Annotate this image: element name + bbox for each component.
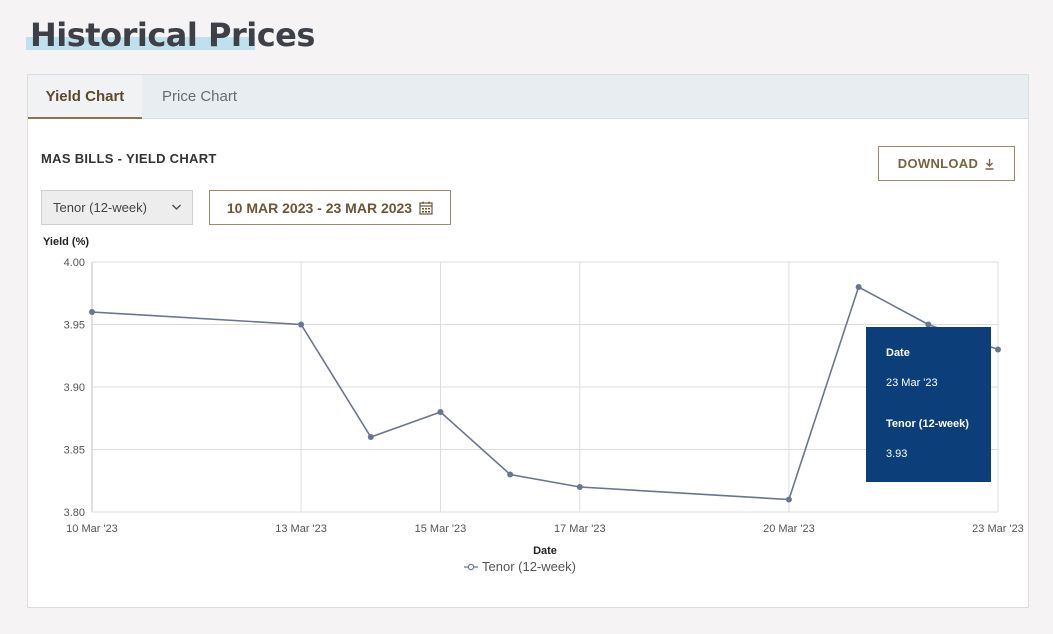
series-layer — [89, 284, 1001, 503]
chevron-down-icon — [171, 191, 182, 237]
legend-item[interactable]: Tenor (12-week) — [464, 559, 576, 574]
tab-bar: Yield Chart Price Chart — [28, 75, 1028, 119]
tenor-select[interactable]: Tenor (12-week) — [41, 190, 193, 225]
download-label: DOWNLOAD — [897, 156, 979, 171]
download-icon — [985, 158, 994, 170]
tab-yield-chart[interactable]: Yield Chart — [28, 75, 142, 119]
x-tick-label: 13 Mar '23 — [275, 523, 327, 535]
yield-chart-card: Yield Chart Price Chart MAS BILLS - YIEL… — [27, 74, 1029, 608]
tab-price-chart[interactable]: Price Chart — [162, 88, 238, 105]
data-point[interactable] — [995, 346, 1001, 353]
y-tick-label: 3.80 — [64, 507, 85, 519]
x-tick-label: 15 Mar '23 — [415, 523, 467, 535]
data-point[interactable] — [925, 321, 932, 328]
y-tick-label: 3.85 — [64, 445, 85, 457]
data-point[interactable] — [298, 321, 305, 328]
data-point[interactable] — [367, 434, 374, 440]
legend-marker-icon — [464, 563, 478, 570]
data-point[interactable] — [437, 409, 444, 415]
x-tick-label: 20 Mar '23 — [763, 523, 815, 535]
x-tick-label: 10 Mar '23 — [66, 523, 118, 535]
series-line-tenor-12-week — [91, 285, 999, 501]
data-point[interactable] — [507, 471, 514, 478]
x-axis-title: Date — [533, 545, 557, 557]
x-tick-label: 17 Mar '23 — [554, 523, 606, 535]
y-axis-title: Yield (%) — [43, 236, 89, 248]
yield-line-chart: Yield (%) Date 4.00 3.95 3.90 3.85 3.80 10 M… — [43, 236, 1024, 557]
tooltip-date-label: Date — [886, 347, 910, 359]
calendar-icon — [419, 201, 433, 215]
data-point[interactable] — [576, 484, 583, 490]
data-point[interactable] — [855, 284, 862, 290]
download-button[interactable]: DOWNLOAD — [878, 146, 1015, 181]
grid-lines — [91, 261, 999, 513]
date-range-value: 10 MAR 2023 - 23 MAR 2023 — [226, 199, 413, 216]
chart-tooltip: Date 23 Mar '23 Tenor (12-week) 3.93 — [866, 327, 991, 482]
x-axis-ticks: 10 Mar '23 13 Mar '23 15 Mar '23 17 Mar '23… — [66, 523, 1024, 535]
data-point[interactable] — [89, 309, 95, 315]
tenor-select-value: Tenor (12-week) — [53, 200, 147, 215]
date-range-picker[interactable]: 10 MAR 2023 - 23 MAR 2023 — [209, 190, 451, 225]
tooltip-series-value: 3.93 — [886, 448, 908, 460]
tooltip-series-label: Tenor (12-week) — [886, 418, 969, 430]
y-tick-label: 4.00 — [64, 257, 85, 269]
y-tick-label: 3.90 — [64, 382, 85, 394]
legend-label: Tenor (12-week) — [482, 559, 576, 574]
y-tick-label: 3.95 — [64, 320, 85, 332]
page-title: Historical Prices — [30, 16, 315, 54]
title-underline — [26, 37, 255, 50]
x-tick-label: 23 Mar '23 — [972, 523, 1024, 535]
tooltip-date-value: 23 Mar '23 — [886, 377, 938, 389]
data-point[interactable] — [785, 496, 792, 503]
chart-title: MAS BILLS - YIELD CHART — [41, 151, 217, 166]
y-axis-ticks: 4.00 3.95 3.90 3.85 3.80 — [64, 257, 85, 519]
